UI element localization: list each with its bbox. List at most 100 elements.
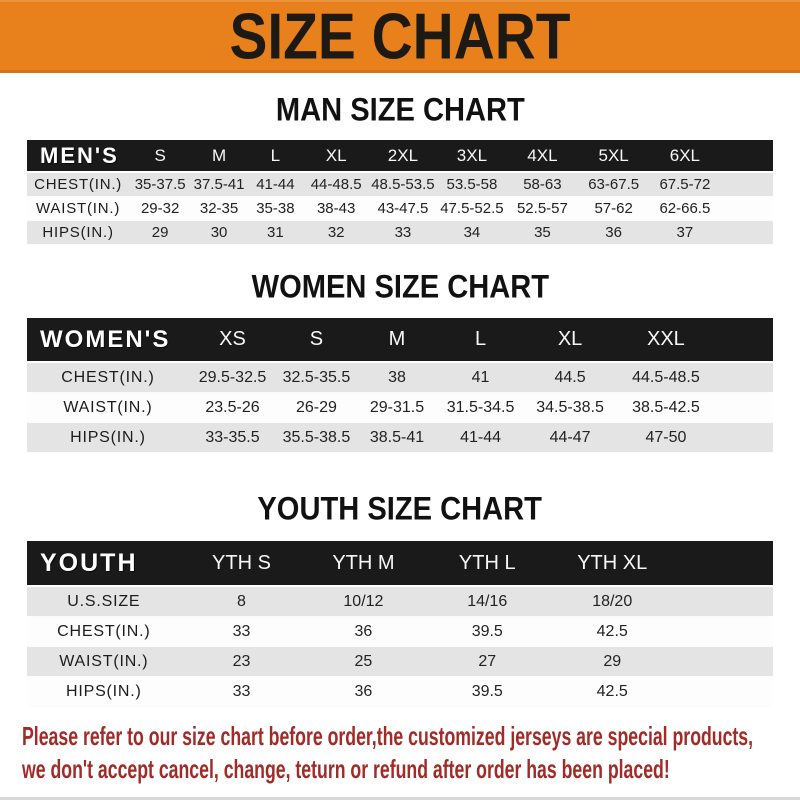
size-value-cell: 31 [247,220,304,245]
size-value-cell: 38.5-42.5 [616,392,716,423]
size-value-cell: 14/16 [424,586,550,617]
size-column-header: 5XL [578,140,650,173]
order-note-line-2: we don't accept cancel, change, teturn o… [22,754,670,784]
mens-size-table: MEN'S S M L XL 2XL 3XL 4XL 5XL 6XL CHEST(IN.) 35-37… [27,140,773,245]
size-value-cell: 42.5 [549,676,675,707]
size-value-cell: 38-43 [303,196,369,221]
size-column-header: YTH M [302,541,425,587]
size-value-cell: 34 [437,220,507,245]
size-value-cell: 32 [303,220,369,245]
size-value-cell: 32.5-35.5 [276,362,357,393]
table-row: HIPS(IN.) 33 36 39.5 42.5 [27,676,773,707]
size-value-cell: 41-44 [247,172,304,197]
size-column-header: L [247,140,304,173]
size-column-header: YTH L [424,541,550,587]
size-value-cell: 23.5-26 [188,392,277,423]
size-column-header: 6XL [649,140,721,173]
row-label: HIPS(IN.) [27,676,181,707]
row-label: CHEST(IN.) [27,172,130,197]
youth-section-heading-text: YOUTH SIZE CHART [257,491,543,528]
size-value-cell: 26-29 [276,392,357,423]
table-row: CHEST(IN.) 35-37.5 37.5-41 41-44 44-48.5 48.5… [27,172,773,197]
row-label: WAIST(IN.) [27,392,189,423]
table-row: U.S.SIZE 8 10/12 14/16 18/20 [27,586,773,617]
womens-size-table: WOMEN'S XS S M L XL XXL CHEST(IN.) 29.5-32.5 32.5… [27,318,773,453]
banner-title: SIZE CHART [229,0,571,73]
order-note-line-1: Please refer to our size chart before or… [22,721,754,751]
table-row: HIPS(IN.) 29 30 31 32 33 34 35 36 37 [27,220,773,245]
size-value-cell: 10/12 [302,586,425,617]
table-row: CHEST(IN.) 29.5-32.5 32.5-35.5 38 41 44.5 44.5… [27,362,773,393]
size-value-cell: 32-35 [191,196,248,221]
size-value-cell: 41 [437,362,524,393]
table-row: CHEST(IN.) 33 36 39.5 42.5 [27,616,773,647]
size-value-cell: 33 [368,220,438,245]
women-section-heading: WOMEN SIZE CHART [0,269,800,306]
size-value-cell: 39.5 [424,676,550,707]
size-column-header: XS [188,318,277,363]
size-value-cell: 52.5-57 [506,196,579,221]
size-column-header: XL [523,318,617,363]
size-value-cell: 41-44 [437,422,524,453]
size-column-header: 4XL [506,140,579,173]
table-corner-label: YOUTH [27,541,181,587]
table-row: WAIST(IN.) 23 25 27 29 [27,646,773,677]
size-value-cell: 62-66.5 [649,196,721,221]
row-label: CHEST(IN.) [27,362,189,393]
size-column-header: M [191,140,248,173]
size-value-cell: 33-35.5 [188,422,277,453]
size-value-cell: 35-37.5 [129,172,192,197]
size-column-header: 3XL [437,140,507,173]
order-note: Please refer to our size chart before or… [22,720,800,786]
size-value-cell: 35.5-38.5 [276,422,357,453]
size-value-cell: 43-47.5 [368,196,438,221]
header-filler [715,318,773,363]
row-filler [720,196,773,221]
table-row: HIPS(IN.) 33-35.5 35.5-38.5 38.5-41 41-44 44-… [27,422,773,453]
size-value-cell: 34.5-38.5 [523,392,617,423]
size-value-cell: 25 [302,646,425,677]
row-filler [674,676,773,707]
size-value-cell: 38 [356,362,438,393]
women-section-heading-text: WOMEN SIZE CHART [251,269,549,306]
size-value-cell: 35 [506,220,579,245]
row-label: HIPS(IN.) [27,422,189,453]
size-value-cell: 37 [649,220,721,245]
header-filler [674,541,773,587]
table-row: WAIST(IN.) 23.5-26 26-29 29-31.5 31.5-34.5 34… [27,392,773,423]
row-label: U.S.SIZE [27,586,181,617]
size-value-cell: 38.5-41 [356,422,438,453]
size-value-cell: 30 [191,220,248,245]
size-column-header: YTH XL [549,541,675,587]
size-value-cell: 48.5-53.5 [368,172,438,197]
row-filler [715,362,773,393]
size-column-header: M [356,318,438,363]
youth-size-table: YOUTH YTH S YTH M YTH L YTH XL U.S.SIZE 8 10/12… [27,541,773,707]
size-value-cell: 58-63 [506,172,579,197]
table-header-row: MEN'S S M L XL 2XL 3XL 4XL 5XL 6XL [27,140,773,173]
size-value-cell: 27 [424,646,550,677]
row-filler [674,646,773,677]
size-column-header: L [437,318,524,363]
size-value-cell: 44-48.5 [303,172,369,197]
size-value-cell: 36 [578,220,650,245]
row-label: CHEST(IN.) [27,616,181,647]
size-value-cell: 29.5-32.5 [188,362,277,393]
table-corner-label: WOMEN'S [27,318,189,363]
size-value-cell: 29 [549,646,675,677]
youth-section-heading: YOUTH SIZE CHART [0,491,800,528]
man-section-heading: MAN SIZE CHART [0,93,800,129]
row-label: WAIST(IN.) [27,196,130,221]
bottom-divider [0,797,800,800]
size-chart-banner: SIZE CHART [0,0,800,73]
size-value-cell: 42.5 [549,616,675,647]
size-value-cell: 23 [180,646,303,677]
row-filler [674,616,773,647]
size-value-cell: 31.5-34.5 [437,392,524,423]
size-value-cell: 44-47 [523,422,617,453]
row-label: WAIST(IN.) [27,646,181,677]
header-filler [720,140,773,173]
size-value-cell: 29 [129,220,192,245]
size-column-header: 2XL [368,140,438,173]
size-value-cell: 67.5-72 [649,172,721,197]
